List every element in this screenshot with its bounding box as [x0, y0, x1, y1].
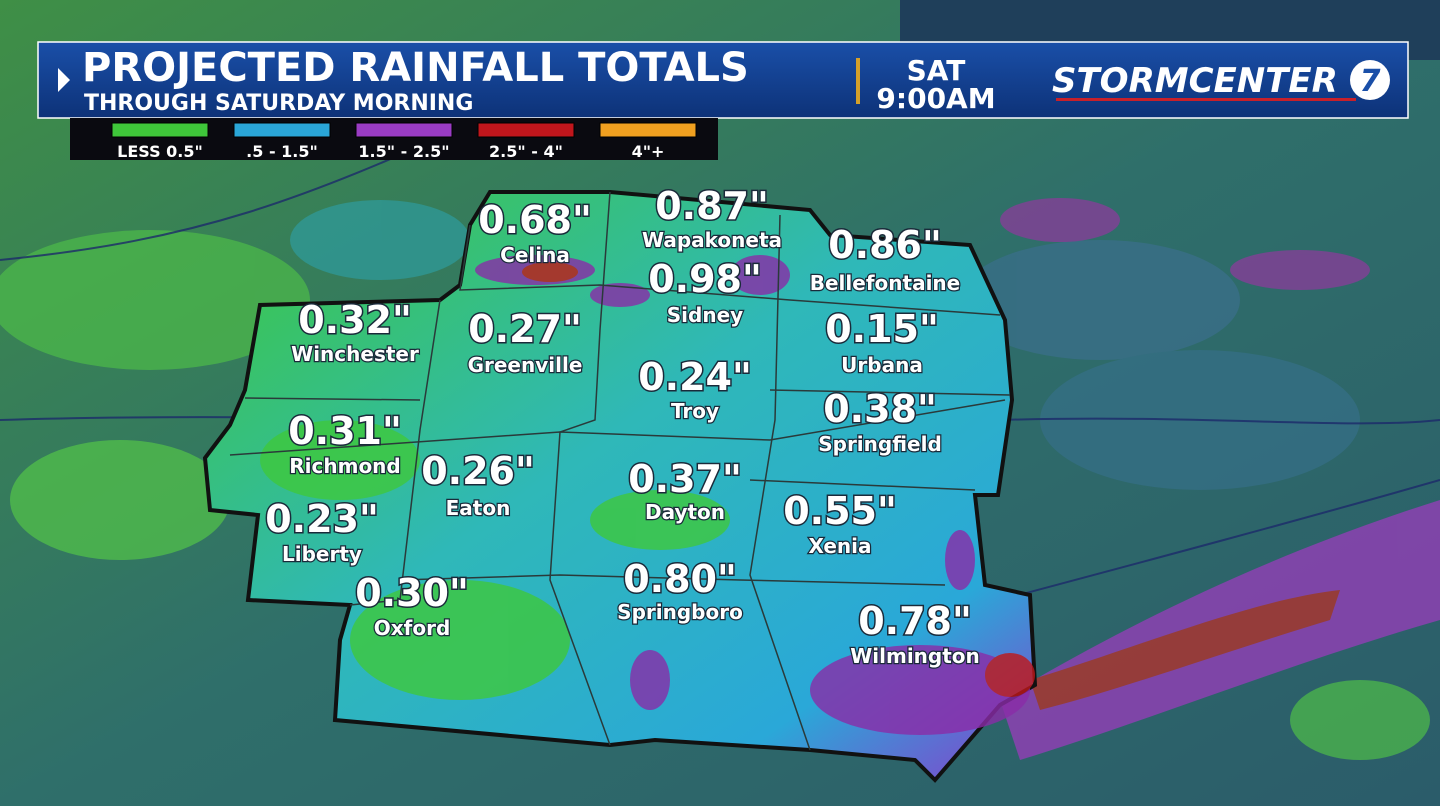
- rain-total: 0.24": [638, 355, 752, 399]
- rain-total: 0.68": [478, 198, 592, 242]
- city-name: Wilmington: [850, 644, 980, 668]
- time: 9:00AM: [876, 82, 995, 115]
- legend-swatch: [233, 122, 331, 138]
- city-name: Oxford: [374, 616, 451, 640]
- legend-label: 1.5" - 2.5": [358, 142, 449, 161]
- city-name: Dayton: [645, 500, 725, 524]
- city-name: Urbana: [841, 353, 923, 377]
- legend-swatch: [111, 122, 209, 138]
- rain-total: 0.98": [648, 257, 762, 301]
- city-name: Liberty: [282, 542, 362, 566]
- legend-label: .5 - 1.5": [246, 142, 318, 161]
- rain-total: 0.86": [828, 223, 942, 267]
- legend-swatch: [477, 122, 575, 138]
- legend-label: 4"+: [632, 142, 665, 161]
- rain-total: 0.78": [858, 599, 972, 643]
- legend-swatch: [599, 122, 697, 138]
- logo-number: 7: [1360, 64, 1381, 99]
- city-name: Greenville: [468, 353, 583, 377]
- rain-total: 0.37": [628, 457, 742, 501]
- day: SAT: [907, 54, 966, 87]
- rain-total: 0.23": [265, 497, 379, 541]
- title: PROJECTED RAINFALL TOTALS: [82, 45, 749, 91]
- header-bar: [37, 41, 1409, 119]
- city-name: Richmond: [289, 454, 400, 478]
- logo: STORMCENTER: [1052, 61, 1338, 101]
- county-borders: [229, 191, 1011, 751]
- divider: [856, 58, 860, 104]
- location-labels: 0.68"Celina 0.87"Wapakoneta 0.86" Bellefont…: [264, 183, 981, 670]
- logo-underline: [1056, 98, 1356, 101]
- city-name: Xenia: [808, 534, 871, 558]
- rain-total: 0.27": [468, 307, 582, 351]
- rain-total: 0.15": [825, 307, 939, 351]
- header-arrow: [58, 68, 70, 92]
- legend: LESS 0.5" .5 - 1.5" 1.5" - 2.5" 2.5" - 4" 4"…: [111, 122, 697, 161]
- subtitle: THROUGH SATURDAY MORNING: [84, 91, 473, 116]
- logo-circle: [1350, 60, 1390, 100]
- legend-swatch: [355, 122, 453, 138]
- region-blobs: [260, 255, 1035, 735]
- rain-total: 0.80": [623, 557, 737, 601]
- rain-total: 0.30": [355, 571, 469, 615]
- rain-total: 0.55": [783, 489, 897, 533]
- rain-total: 0.26": [421, 449, 535, 493]
- city-name: Wapakoneta: [642, 228, 782, 252]
- city-name: Troy: [671, 399, 719, 423]
- legend-label: 2.5" - 4": [489, 142, 563, 161]
- city-name: Bellefontaine: [810, 271, 960, 295]
- rain-total: 0.32": [298, 298, 412, 342]
- rain-total: 0.38": [823, 387, 937, 431]
- city-name: Sidney: [667, 303, 743, 327]
- legend-label: LESS 0.5": [117, 142, 203, 161]
- rain-total: 0.87": [655, 184, 769, 228]
- city-name: Springfield: [818, 432, 942, 456]
- rain-total: 0.31": [288, 409, 402, 453]
- city-name: Springboro: [617, 600, 743, 624]
- city-name: Celina: [500, 243, 570, 267]
- city-name: Winchester: [291, 342, 419, 366]
- city-name: Eaton: [446, 496, 511, 520]
